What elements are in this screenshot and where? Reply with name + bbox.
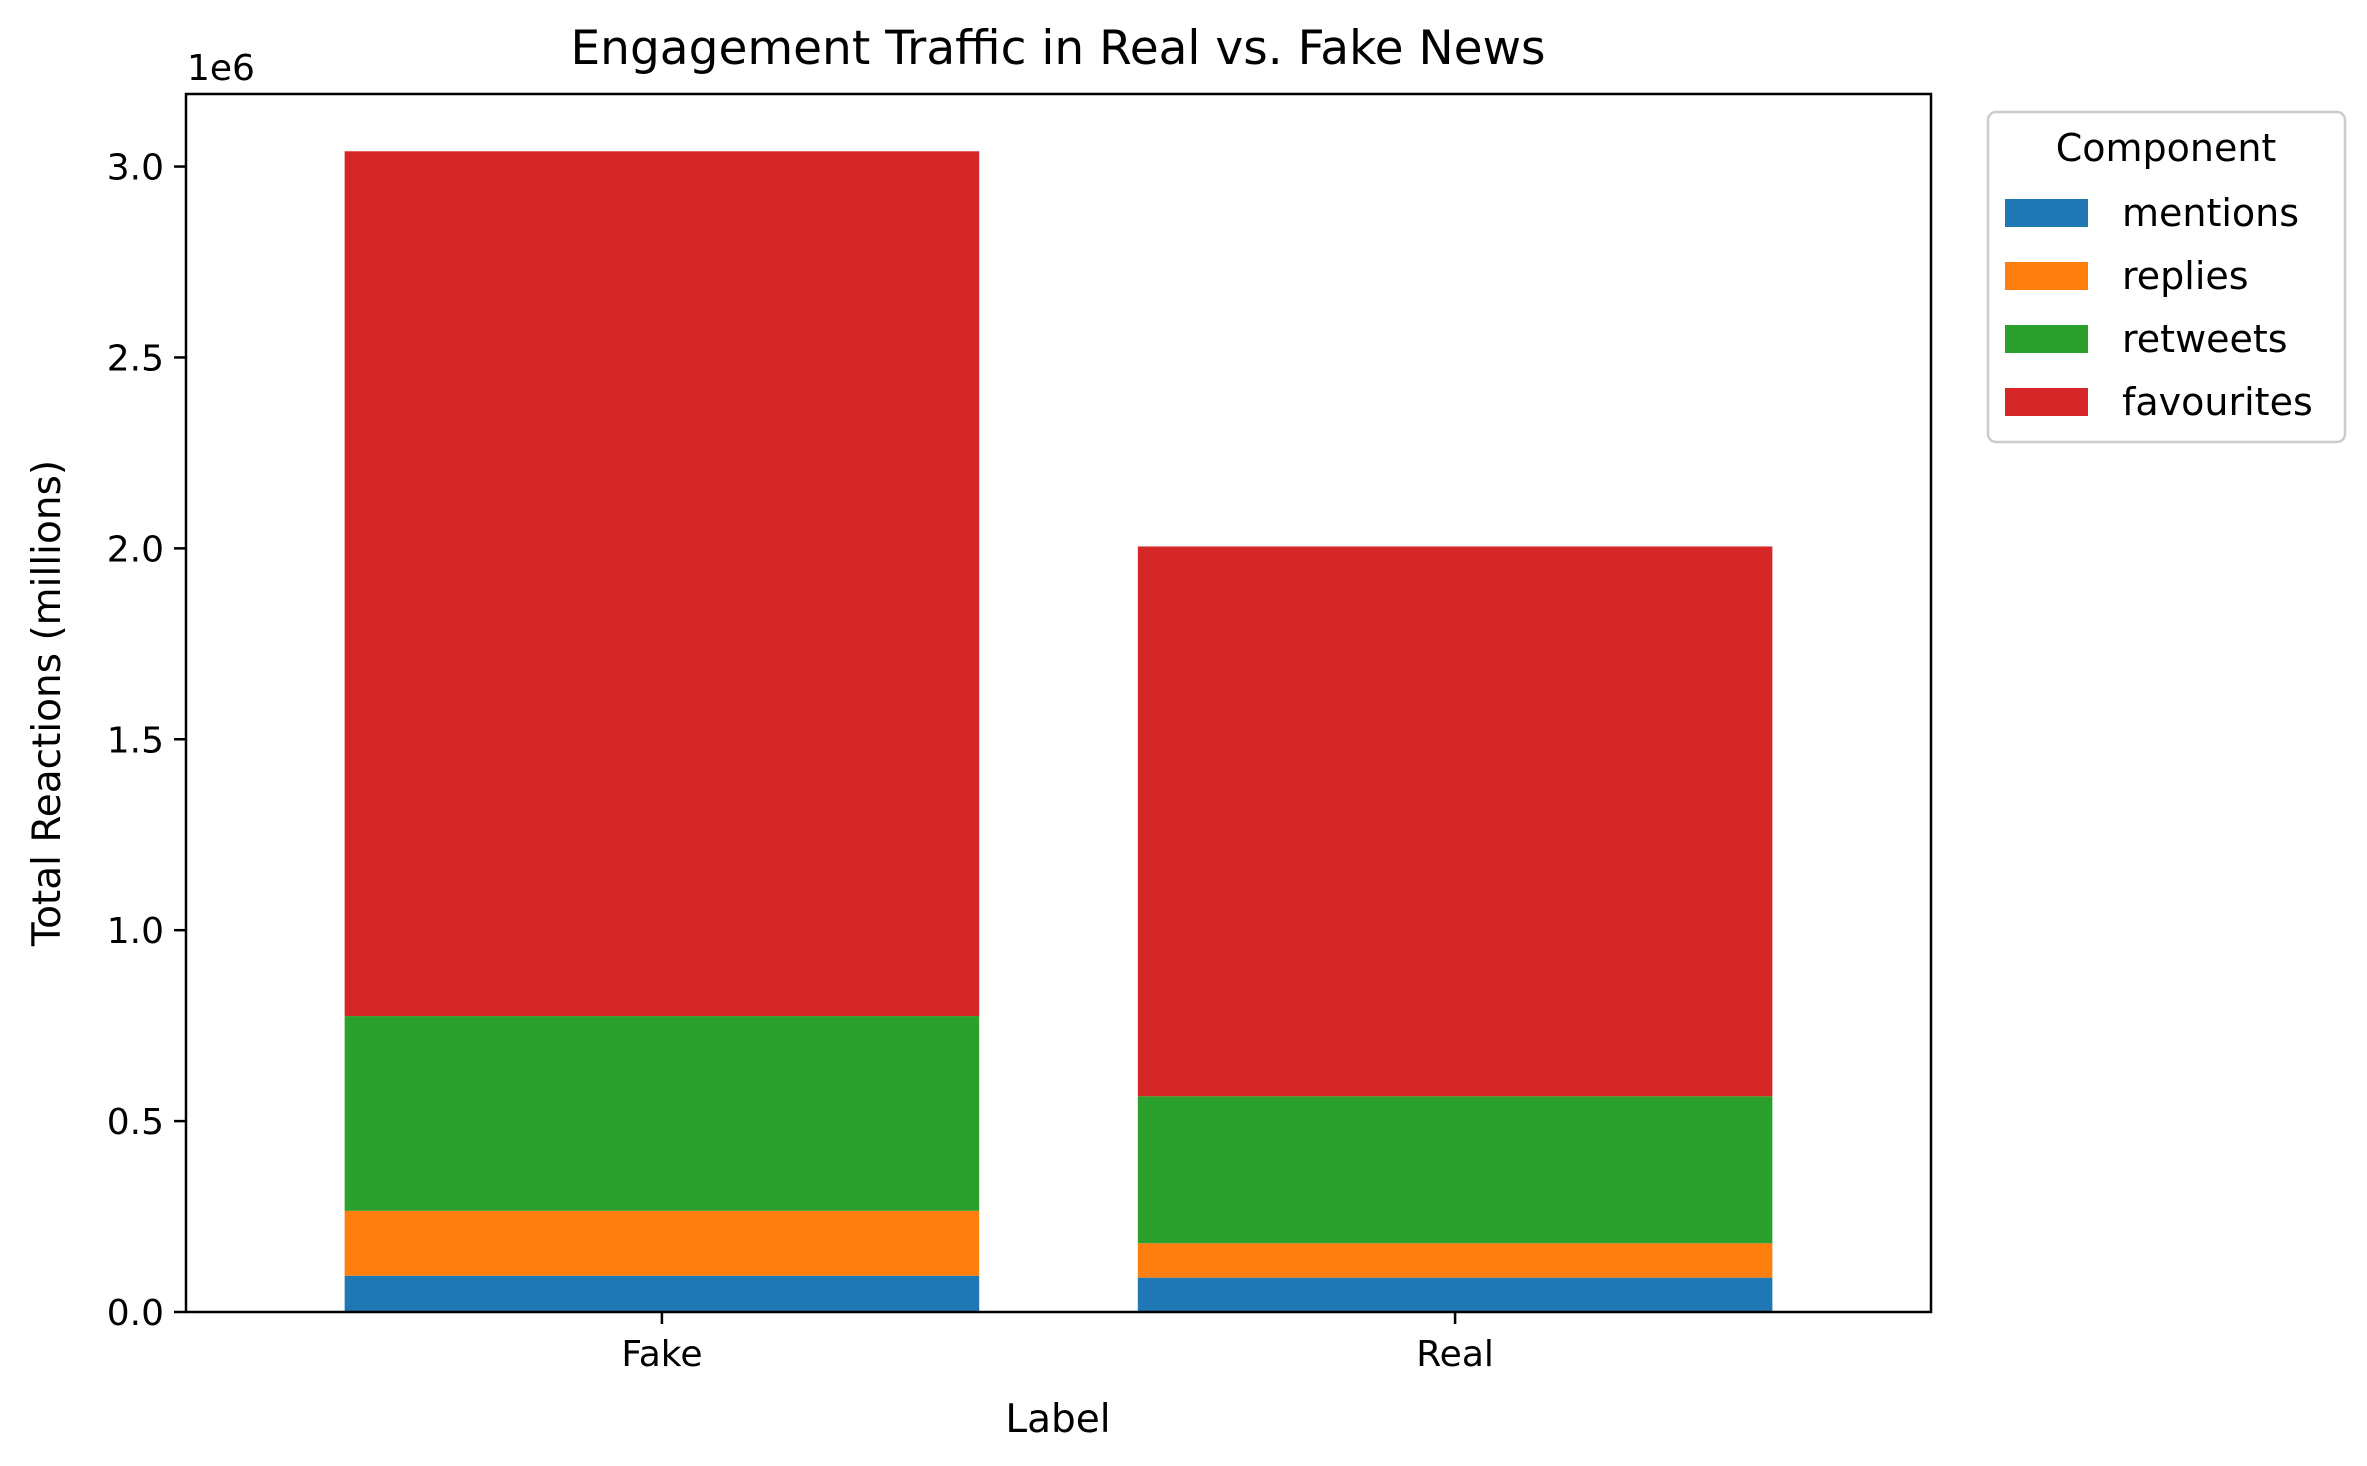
legend-swatch-mentions	[2005, 199, 2088, 227]
bar-real-favourites	[1137, 546, 1773, 1097]
y-axis-label: Total Reactions (millions)	[25, 460, 70, 947]
y-tick-label: 1.5	[107, 720, 164, 761]
legend-swatch-replies	[2005, 262, 2088, 290]
x-axis: Fake Real	[621, 1312, 1494, 1375]
legend-swatch-favourites	[2005, 388, 2088, 416]
y-tick-label: 0.0	[107, 1293, 164, 1334]
legend-title: Component	[2056, 126, 2277, 170]
axes-frame	[184, 92, 1933, 1314]
bar-real-replies	[1137, 1243, 1773, 1278]
legend-swatch-retweets	[2005, 325, 2088, 353]
y-offset-text: 1e6	[187, 48, 255, 89]
bar-real-mentions	[1137, 1277, 1773, 1312]
y-tick-label: 2.0	[107, 529, 164, 570]
legend-box	[1986, 110, 2347, 444]
legend-label-retweets: retweets	[2122, 317, 2288, 361]
y-axis: 0.0 0.5 1.0 1.5 2.0 2.5 3.0	[107, 148, 186, 1334]
chart-title: Engagement Traffic in Real vs. Fake News	[570, 21, 1545, 76]
bar-fake-replies	[344, 1210, 980, 1276]
bar-fake-retweets	[344, 1016, 980, 1211]
x-axis-label: Label	[1005, 1397, 1110, 1442]
y-tick-label: 0.5	[107, 1102, 164, 1143]
y-tick-label: 2.5	[107, 338, 164, 379]
y-tick-label: 1.0	[107, 911, 164, 952]
y-tick-label: 3.0	[107, 148, 164, 189]
legend-label-mentions: mentions	[2122, 191, 2299, 235]
x-tick-label-real: Real	[1416, 1334, 1494, 1375]
x-tick-label-fake: Fake	[621, 1334, 702, 1375]
legend-label-replies: replies	[2122, 254, 2249, 298]
bar-real-retweets	[1137, 1096, 1773, 1244]
bar-fake-favourites	[344, 151, 980, 1017]
legend-label-favourites: favourites	[2122, 380, 2313, 424]
legend: Component mentions replies retweets favouri…	[1986, 110, 2347, 444]
bar-fake-mentions	[344, 1275, 980, 1312]
plot-area	[344, 151, 1773, 1312]
